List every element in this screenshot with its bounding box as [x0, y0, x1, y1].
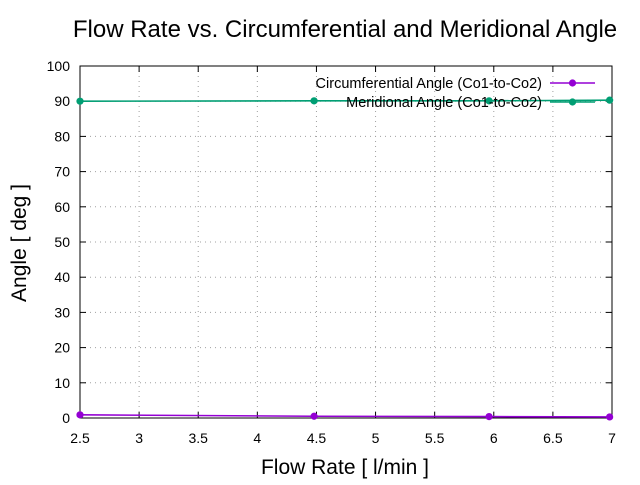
y-tick-label: 60 [54, 199, 70, 215]
y-tick-label: 0 [62, 410, 70, 426]
x-tick-label: 6 [490, 430, 498, 446]
series-line [79, 99, 610, 102]
chart-title: Flow Rate vs. Circumferential and Meridi… [73, 16, 617, 43]
y-tick-label: 90 [54, 93, 70, 109]
data-point [485, 412, 493, 421]
x-tick-label: 4 [253, 430, 261, 446]
series-line [79, 414, 610, 418]
legend-marker [568, 79, 577, 87]
x-tick-label: 6.5 [543, 430, 563, 446]
data-point [310, 97, 318, 105]
legend-item: Meridional Angle (Co1-to-Co2) [346, 95, 595, 111]
data-point [310, 412, 318, 420]
data-point [606, 96, 614, 104]
y-tick-label: 50 [54, 234, 70, 250]
y-tick-label: 40 [54, 269, 70, 285]
y-tick-label: 10 [54, 375, 70, 391]
series-layer [76, 96, 614, 421]
x-tick-label: 3.5 [188, 430, 208, 446]
axis-ticks: 2.5 3 3.5 4 4.5 5 5.5 6 6.5 701020304050607080901… [47, 58, 616, 446]
series-meridional-angle [76, 96, 614, 105]
x-tick-label: 7 [608, 430, 616, 446]
y-tick-label: 30 [54, 304, 70, 320]
y-tick-label: 80 [54, 128, 70, 144]
data-point [76, 411, 84, 419]
x-tick-label: 5 [372, 430, 380, 446]
data-point [606, 413, 614, 421]
x-tick-label: 2.5 [70, 430, 90, 446]
y-tick-label: 100 [47, 58, 71, 74]
legend-item: Circumferential Angle (Co1-to-Co2) [316, 76, 595, 92]
legend-label: Meridional Angle (Co1-to-Co2) [346, 95, 542, 111]
data-point [76, 97, 84, 105]
y-axis-title: Angle [ deg ] [8, 184, 31, 302]
legend-marker [568, 98, 577, 106]
grid [80, 66, 612, 418]
legend: Circumferential Angle (Co1-to-Co2) Meridi… [316, 76, 595, 111]
x-tick-label: 5.5 [425, 430, 445, 446]
series-circumferential-angle [76, 411, 614, 421]
y-tick-label: 20 [54, 340, 70, 356]
x-tick-label: 4.5 [307, 430, 327, 446]
legend-label: Circumferential Angle (Co1-to-Co2) [316, 76, 542, 92]
x-tick-label: 3 [135, 430, 143, 446]
x-axis-title: Flow Rate [ l/min ] [261, 456, 429, 479]
data-point [485, 97, 493, 105]
y-tick-label: 70 [54, 164, 70, 180]
